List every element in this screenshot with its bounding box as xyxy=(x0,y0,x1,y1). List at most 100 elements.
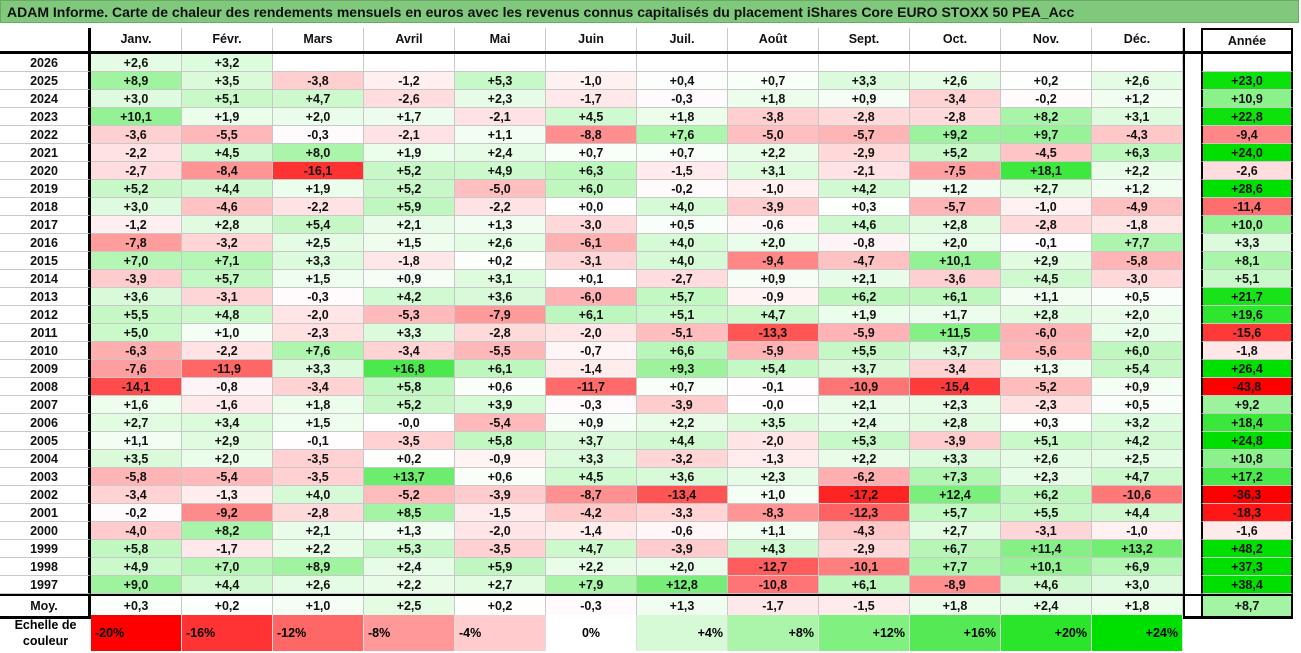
heatmap-cell: -3,4 xyxy=(273,378,364,396)
heatmap-cell: -7,8 xyxy=(91,234,182,252)
heatmap-cell: -3,4 xyxy=(910,360,1001,378)
heatmap-cell: -1,2 xyxy=(364,72,455,90)
heatmap-cell: -6,2 xyxy=(819,468,910,486)
year-row: 2017 -1,2 +2,8 +5,4 +2,1 +1,3 -3,0 +0,5 -0,6 +4,6… xyxy=(0,216,1293,234)
heatmap-cell: +8,9 xyxy=(91,72,182,90)
column-header-1: Févr. xyxy=(182,28,273,51)
annual-return-cell: +26,4 xyxy=(1201,360,1293,378)
heatmap-cell: +1,1 xyxy=(1001,288,1092,306)
row-label: 1997 xyxy=(0,576,91,594)
heatmap-cell: -13,4 xyxy=(637,486,728,504)
year-row: 2008 -14,1 -0,8 -3,4 +5,8 +0,6 -11,7 +0,7 -0,1 -1… xyxy=(0,378,1293,396)
heatmap-cell: -11,7 xyxy=(546,378,637,396)
heatmap-cell: -5,2 xyxy=(364,486,455,504)
heatmap-cell: -3,9 xyxy=(455,486,546,504)
heatmap-cell: +12,4 xyxy=(910,486,1001,504)
color-scale-legend: Echelle de couleur -20% -16% -12% -8% -4% 0% +4… xyxy=(0,615,1183,651)
heatmap-cell: +5,5 xyxy=(1001,504,1092,522)
heatmap-cell: -11,9 xyxy=(182,360,273,378)
heatmap-cell: +0,7 xyxy=(637,144,728,162)
heatmap-cell: -3,6 xyxy=(91,126,182,144)
heatmap-cell: -10,1 xyxy=(819,558,910,576)
heatmap-cell: +2,3 xyxy=(1001,468,1092,486)
legend-swatch: 0% xyxy=(546,615,637,651)
column-header-8: Sept. xyxy=(819,28,910,51)
year-row: 2021 -2,2 +4,5 +8,0 +1,9 +2,4 +0,7 +0,7 +2,2 -2,9… xyxy=(0,144,1293,162)
heatmap-cell: -4,3 xyxy=(1092,126,1183,144)
column-gap xyxy=(1183,504,1201,522)
annual-return-cell: +17,2 xyxy=(1201,468,1293,486)
average-row: Moy. +0,3 +0,2 +1,0 +2,5 +0,2 -0,3 +1,3 -1,7 -1,5… xyxy=(0,594,1293,619)
heatmap-cell: +4,4 xyxy=(182,576,273,594)
legend-swatch: -8% xyxy=(364,615,455,651)
heatmap-cell: +0,3 xyxy=(91,596,182,616)
heatmap-cell: +0,5 xyxy=(1092,288,1183,306)
heatmap-cell: +2,7 xyxy=(91,414,182,432)
year-row: 2013 +3,6 -3,1 -0,3 +4,2 +3,6 -6,0 +5,7 -0,9 +6,2… xyxy=(0,288,1293,306)
annual-return-cell: +24,8 xyxy=(1201,432,1293,450)
heatmap-cell: -1,0 xyxy=(546,72,637,90)
heatmap-cell: +5,5 xyxy=(91,306,182,324)
heatmap-cell xyxy=(455,54,546,72)
heatmap-cell xyxy=(273,54,364,72)
heatmap-cell: +10,1 xyxy=(910,252,1001,270)
heatmap-cell: +4,4 xyxy=(637,432,728,450)
column-gap xyxy=(1183,432,1201,450)
heatmap-cell: +4,8 xyxy=(182,306,273,324)
heatmap-cell: +5,8 xyxy=(364,378,455,396)
year-row: 2006 +2,7 +3,4 +1,5 -0,0 -5,4 +0,9 +2,2 +3,5 +2,4… xyxy=(0,414,1293,432)
heatmap-cell: +2,8 xyxy=(910,216,1001,234)
heatmap-cell: -2,7 xyxy=(637,270,728,288)
heatmap-cell: +1,6 xyxy=(91,396,182,414)
heatmap-cell: +2,6 xyxy=(1001,450,1092,468)
column-gap xyxy=(1183,342,1201,360)
heatmap-cell: +16,8 xyxy=(364,360,455,378)
heatmap-cell: -8,9 xyxy=(910,576,1001,594)
row-label: 2015 xyxy=(0,252,91,270)
row-label: 2001 xyxy=(0,504,91,522)
heatmap-cell: -2,2 xyxy=(455,198,546,216)
heatmap-cell: +5,4 xyxy=(273,216,364,234)
heatmap-cell: +4,0 xyxy=(637,252,728,270)
heatmap-cell: +3,5 xyxy=(182,72,273,90)
heatmap-cell: +2,2 xyxy=(728,144,819,162)
year-row: 1999 +5,8 -1,7 +2,2 +5,3 -3,5 +4,7 -3,9 +4,3 -2,9… xyxy=(0,540,1293,558)
heatmap-cell: +1,8 xyxy=(1092,596,1183,616)
heatmap-cell: -0,1 xyxy=(728,378,819,396)
heatmap-cell: -0,3 xyxy=(546,396,637,414)
heatmap-cell: -1,7 xyxy=(728,596,819,616)
annual-return-cell: +19,6 xyxy=(1201,306,1293,324)
heatmap-cell: -4,7 xyxy=(819,252,910,270)
heatmap-cell: +1,2 xyxy=(1092,180,1183,198)
heatmap-cell: -6,3 xyxy=(91,342,182,360)
annual-return-cell: +8,7 xyxy=(1201,596,1293,616)
heatmap-cell: -3,0 xyxy=(546,216,637,234)
heatmap-cell: +3,7 xyxy=(910,342,1001,360)
column-header-11: Déc. xyxy=(1092,28,1183,51)
heatmap-cell: -0,3 xyxy=(273,288,364,306)
heatmap-cell: +2,4 xyxy=(1001,596,1092,616)
annual-return-cell: -9,4 xyxy=(1201,126,1293,144)
heatmap-cell: +4,5 xyxy=(546,108,637,126)
column-gap xyxy=(1183,360,1201,378)
heatmap-cell: +2,2 xyxy=(637,414,728,432)
heatmap-cell: -2,1 xyxy=(819,162,910,180)
heatmap-cell: +2,0 xyxy=(910,234,1001,252)
heatmap-cell: +2,8 xyxy=(182,216,273,234)
heatmap-cell: +5,0 xyxy=(91,324,182,342)
year-row: 2011 +5,0 +1,0 -2,3 +3,3 -2,8 -2,0 -5,1 -13,3 -5,… xyxy=(0,324,1293,342)
heatmap-cell: -2,0 xyxy=(273,306,364,324)
heatmap-cell xyxy=(819,54,910,72)
heatmap-cell: -0,1 xyxy=(1001,234,1092,252)
heatmap-cell: +4,7 xyxy=(273,90,364,108)
heatmap-cell: +7,7 xyxy=(910,558,1001,576)
heatmap-cell: -1,4 xyxy=(546,360,637,378)
heatmap-cell: +5,8 xyxy=(455,432,546,450)
column-gap xyxy=(1183,252,1201,270)
heatmap-cell: -2,8 xyxy=(1001,216,1092,234)
heatmap-cell: +1,3 xyxy=(1001,360,1092,378)
heatmap-cell: +8,2 xyxy=(1001,108,1092,126)
heatmap-cell: +7,3 xyxy=(910,468,1001,486)
heatmap-cell: +7,7 xyxy=(1092,234,1183,252)
heatmap-cell: +3,1 xyxy=(728,162,819,180)
